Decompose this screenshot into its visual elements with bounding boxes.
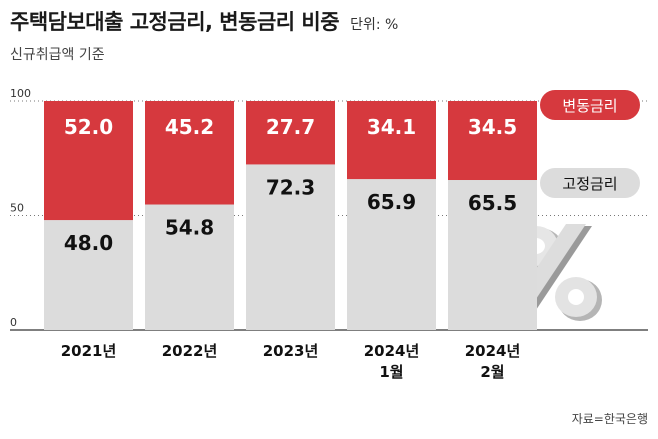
bar-fixed-rate-2 xyxy=(145,204,234,330)
value-label-fixed-4: 65.9 xyxy=(367,190,416,214)
value-label-variable-2: 45.2 xyxy=(165,115,214,139)
category-label-3: 2023년 xyxy=(263,342,319,360)
bar-variable-rate-4 xyxy=(347,101,436,180)
chart-title: 주택담보대출 고정금리, 변동금리 비중 xyxy=(10,10,340,34)
unit-label: 단위: % xyxy=(350,17,399,33)
y-tick-label-0: 0 xyxy=(10,316,17,329)
value-label-fixed-5: 65.5 xyxy=(468,191,517,215)
y-tick-label-50: 50 xyxy=(10,202,24,215)
value-label-variable-1: 52.0 xyxy=(64,115,113,139)
legend-variable-label: 변동금리 xyxy=(562,97,617,115)
title-block: 주택담보대출 고정금리, 변동금리 비중 단위: % xyxy=(10,6,398,36)
bar-variable-rate-5 xyxy=(448,101,537,181)
source-note: 자료=한국은행 xyxy=(571,412,648,426)
value-label-fixed-3: 72.3 xyxy=(266,175,315,199)
value-label-fixed-2: 54.8 xyxy=(165,216,214,240)
legend-fixed-swatch xyxy=(540,168,640,198)
value-label-variable-4: 34.1 xyxy=(367,115,416,139)
value-label-variable-5: 34.5 xyxy=(468,115,517,139)
y-tick-label-100: 100 xyxy=(10,87,31,100)
category-label-2: 2022년 xyxy=(162,342,218,360)
bar-variable-rate-2 xyxy=(145,101,234,205)
bar-variable-rate-1 xyxy=(44,101,133,221)
value-label-fixed-1: 48.0 xyxy=(64,231,113,255)
category-label-4-line-1: 2024년 xyxy=(364,342,420,360)
category-label-5-line-2: 2월 xyxy=(480,363,504,381)
category-label-4-line-2: 1월 xyxy=(379,363,403,381)
legend-variable-swatch xyxy=(540,90,640,120)
bar-fixed-rate-5 xyxy=(448,180,537,330)
chart-subtitle: 신규취급액 기준 xyxy=(10,47,105,63)
category-label-5-line-1: 2024년 xyxy=(465,342,521,360)
category-label-1: 2021년 xyxy=(61,342,117,360)
bar-fixed-rate-1 xyxy=(44,220,133,330)
bar-variable-rate-3 xyxy=(246,101,335,165)
bar-fixed-rate-4 xyxy=(347,179,436,330)
bar-fixed-rate-3 xyxy=(246,164,335,330)
legend-fixed-label: 고정금리 xyxy=(562,175,617,193)
value-label-variable-3: 27.7 xyxy=(266,115,315,139)
